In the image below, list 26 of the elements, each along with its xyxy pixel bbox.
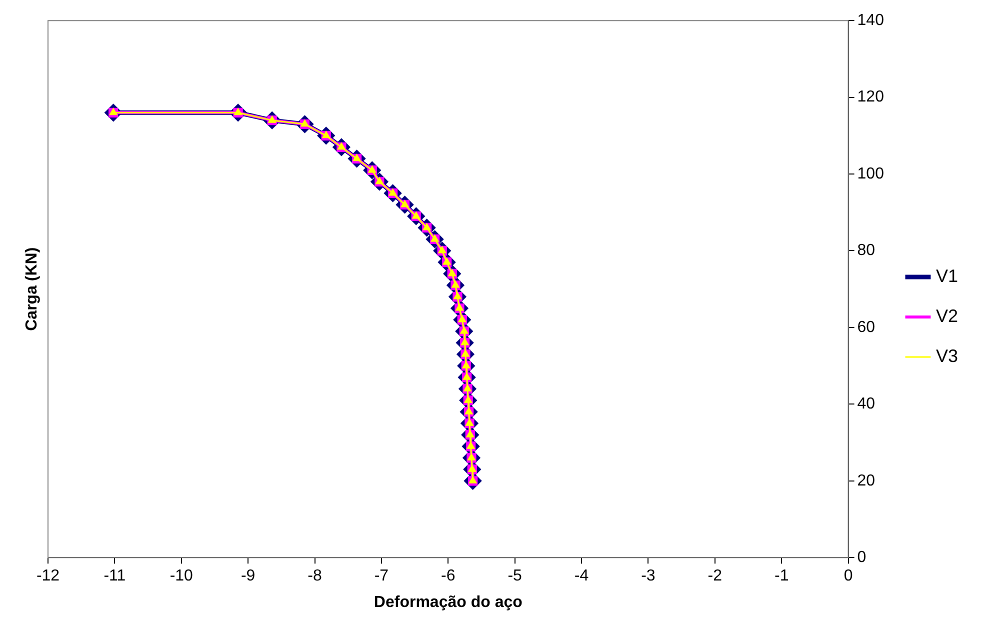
x-tick-label: -1	[774, 568, 789, 585]
legend-label: V2	[936, 306, 958, 326]
y-tick-label: 120	[857, 88, 884, 106]
x-tick-label: -7	[374, 568, 389, 585]
y-axis-title: Carga (KN)	[23, 247, 40, 331]
y-tick-label: 40	[857, 396, 876, 413]
y-tick-label: 80	[857, 242, 876, 260]
y-tick-label: 20	[857, 472, 876, 490]
x-tick-label: -4	[574, 568, 589, 585]
y-tick-label: 100	[857, 165, 884, 182]
x-tick-label: -11	[104, 568, 126, 585]
x-tick-label: -2	[708, 568, 722, 585]
x-tick-label: -9	[240, 568, 256, 585]
y-tick-label: 140	[857, 12, 884, 30]
legend-label: V1	[936, 266, 958, 286]
x-tick-label: -10	[170, 568, 194, 585]
x-tick-label: -12	[36, 568, 60, 585]
x-tick-label: -8	[308, 568, 322, 585]
x-tick-label: -3	[641, 568, 656, 585]
y-tick-label: 0	[857, 549, 866, 566]
x-tick-label: 0	[844, 568, 853, 585]
y-tick-label: 60	[857, 318, 876, 336]
x-tick-label: -6	[441, 568, 456, 585]
x-axis-title: Deformação do aço	[374, 594, 523, 611]
x-tick-label: -5	[508, 568, 522, 585]
legend-label: V3	[936, 346, 958, 366]
